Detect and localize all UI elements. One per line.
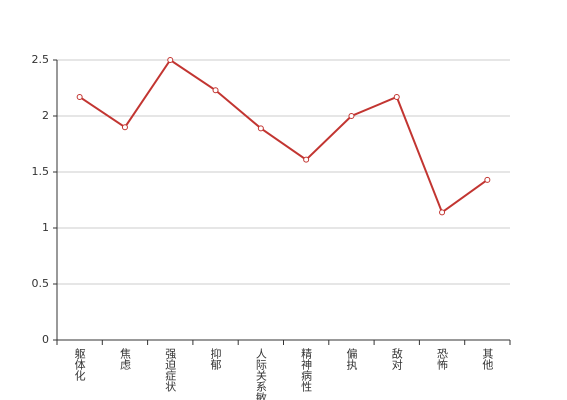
point [257,125,264,132]
x-tick-label: 恐怖 [436,348,449,370]
x-tick-label: 人际关系敏感 [254,348,267,400]
x-tick-label: 焦虑 [118,348,131,370]
y-tick-label: 2.5 [32,53,50,66]
point [167,57,174,63]
x-tick-label: 精神病性 [300,348,313,393]
point [484,176,491,183]
line [79,58,488,214]
point [76,93,83,100]
y-tick-label: 2 [42,109,49,122]
x-tick-label: 抑郁 [209,347,222,370]
x-tick-label: 偏执 [345,347,358,371]
point [212,87,219,94]
point [439,209,446,216]
y-tick-label: 1 [42,221,49,234]
x-tick-label: 强迫症状 [164,348,177,392]
x-tick-label: 躯体化 [73,348,86,382]
point [121,124,128,131]
point [348,113,355,119]
x-tick-label: 其他 [481,348,494,370]
y-tick-label: 0.5 [32,277,50,290]
point [303,156,310,163]
x-tick-label: 敌对 [390,347,403,370]
y-tick-label: 0 [42,333,49,346]
y-tick-label: 1.5 [32,165,50,178]
point [393,93,400,100]
